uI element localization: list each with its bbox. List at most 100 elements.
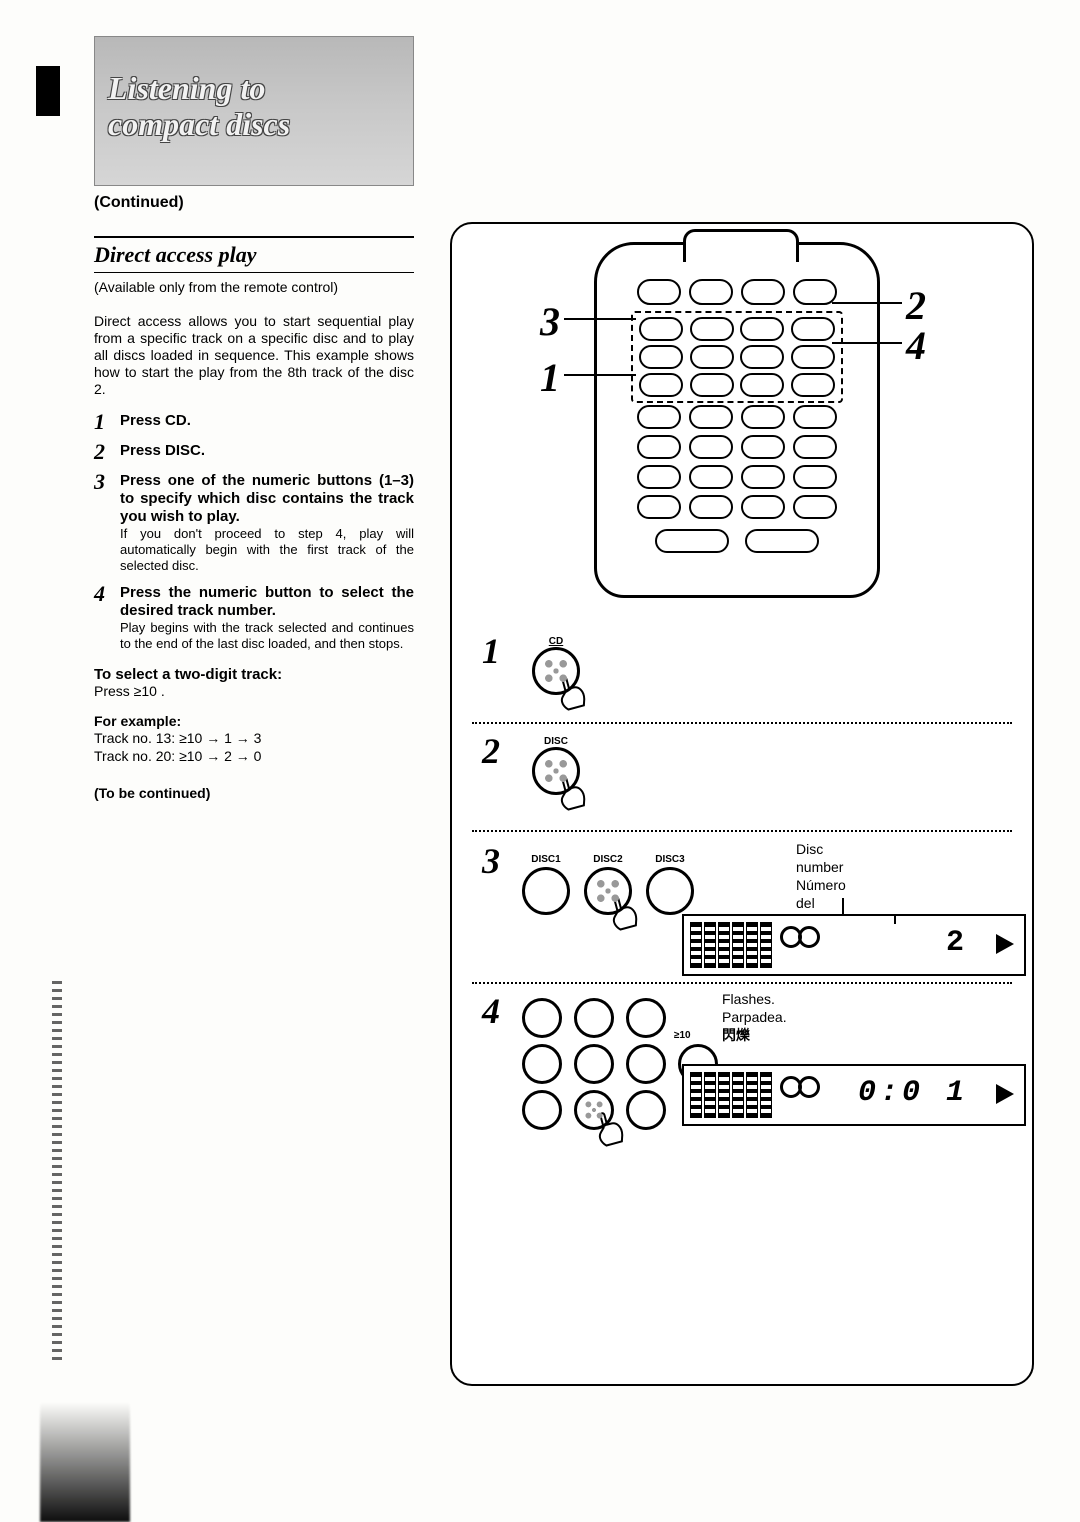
panel-number: 4 <box>482 990 500 1032</box>
cd-button-icon <box>532 647 580 695</box>
availability-note: (Available only from the remote control) <box>94 279 414 295</box>
remote-button <box>741 465 785 489</box>
key-9 <box>626 1090 666 1130</box>
panel-separator <box>472 830 1012 832</box>
remote-button <box>690 373 734 397</box>
remote-button <box>637 435 681 459</box>
step-4: 4 Press the numeric button to select the… <box>94 584 414 652</box>
ir-window <box>683 229 799 262</box>
display-bars-icon <box>690 1072 772 1118</box>
step-body: Press the numeric button to select the d… <box>120 584 414 652</box>
disc-button-icon <box>532 747 580 795</box>
remote-button <box>791 345 835 369</box>
disc3-label: DISC3 <box>655 854 684 865</box>
rule-top <box>94 236 414 238</box>
flashes-caption: Flashes. Parpadea. 閃爍 <box>722 990 787 1044</box>
example-body: Track no. 13: ≥10 → 1 → 3 Track no. 20: … <box>94 729 414 765</box>
caption-en: Flashes. <box>722 990 787 1008</box>
key-7 <box>522 1090 562 1130</box>
remote-numeric-group <box>631 311 843 403</box>
disc3-col: DISC3 <box>646 854 694 915</box>
intro-paragraph: Direct access allows you to start sequen… <box>94 313 414 398</box>
remote-button <box>793 465 837 489</box>
example-heading: For example: <box>94 713 414 729</box>
display-segment: 2 <box>946 926 968 960</box>
remote-row <box>637 405 837 429</box>
header-graphic: Listening to compact discs <box>94 36 414 186</box>
remote-button <box>793 435 837 459</box>
disc2-col: DISC2 <box>584 854 632 915</box>
play-triangle-icon <box>996 934 1014 954</box>
step-main: Press the numeric button to select the d… <box>120 584 414 620</box>
remote-button <box>689 435 733 459</box>
remote-button <box>741 405 785 429</box>
remote-button <box>741 435 785 459</box>
panel-separator <box>472 982 1012 984</box>
remote-button <box>637 279 681 305</box>
key-6 <box>626 1044 666 1084</box>
disc1-label: DISC1 <box>531 854 560 865</box>
remote-row-callout1 <box>639 373 835 397</box>
disc-numeric-buttons: DISC1 DISC2 DISC3 <box>522 854 694 915</box>
caption-es: Parpadea. <box>722 1008 787 1026</box>
display-panel-4: 0:0 1 <box>682 1064 1026 1126</box>
step-list: 1 Press CD. 2 Press DISC. 3 Press one of… <box>94 412 414 652</box>
remote-row <box>637 465 837 489</box>
remote-button <box>689 465 733 489</box>
remote-button <box>690 317 734 341</box>
step-3: 3 Press one of the numeric buttons (1–3)… <box>94 472 414 574</box>
remote-button <box>740 345 784 369</box>
step-body: Press DISC. <box>120 442 414 462</box>
remote-button <box>793 495 837 519</box>
header-line1: Listening to <box>108 70 265 106</box>
step-body: Press one of the numeric buttons (1–3) t… <box>120 472 414 574</box>
remote-button <box>740 373 784 397</box>
key-1 <box>522 998 562 1038</box>
disc2-button-icon <box>584 867 632 915</box>
key-2 <box>574 998 614 1038</box>
panel-separator <box>472 722 1012 724</box>
leader-line <box>832 342 902 344</box>
finger-icon <box>590 1106 630 1149</box>
callout-4: 4 <box>906 322 926 369</box>
scan-smudge <box>40 1402 130 1522</box>
display-disc-icon <box>780 926 820 962</box>
two-digit-heading: To select a two-digit track: <box>94 666 414 683</box>
remote-button <box>637 465 681 489</box>
display-panel-3: 2 <box>682 914 1026 976</box>
remote-button <box>639 345 683 369</box>
remote-button <box>791 373 835 397</box>
figure-frame: 3 1 2 4 1 CD 2 DISC <box>450 222 1034 1386</box>
cd-button-group: CD <box>532 636 580 695</box>
remote-control <box>594 242 880 598</box>
header-line2: compact discs <box>108 106 290 142</box>
ge10-label: ≥10 <box>674 1030 691 1041</box>
disc-label: DISC <box>532 736 580 747</box>
callout-1: 1 <box>540 354 560 401</box>
step-main: Press CD. <box>120 412 414 430</box>
section-title: Direct access play <box>94 242 414 273</box>
remote-button <box>689 495 733 519</box>
display-bars-icon <box>690 922 772 968</box>
remote-button <box>639 373 683 397</box>
pointer-line <box>842 898 844 916</box>
key-3 <box>626 998 666 1038</box>
step-number: 4 <box>94 584 120 652</box>
caption-cjk: 閃爍 <box>722 1026 787 1044</box>
step-number: 3 <box>94 472 120 574</box>
remote-button <box>793 405 837 429</box>
key-8 <box>574 1090 614 1130</box>
scan-edge-mark <box>36 66 60 116</box>
leader-line <box>564 374 636 376</box>
cd-label: CD <box>532 636 580 647</box>
remote-button <box>741 495 785 519</box>
panel-number: 1 <box>482 630 500 672</box>
caption-en: Disc number <box>796 840 846 876</box>
remote-button <box>791 317 835 341</box>
to-be-continued: (To be continued) <box>94 785 414 801</box>
remote-row-callout3 <box>639 317 835 341</box>
example-line1: Track no. 13: ≥10 → 1 → 3 <box>94 729 414 747</box>
key-5 <box>574 1044 614 1084</box>
continued-label: (Continued) <box>94 194 184 212</box>
finger-icon <box>552 671 592 714</box>
